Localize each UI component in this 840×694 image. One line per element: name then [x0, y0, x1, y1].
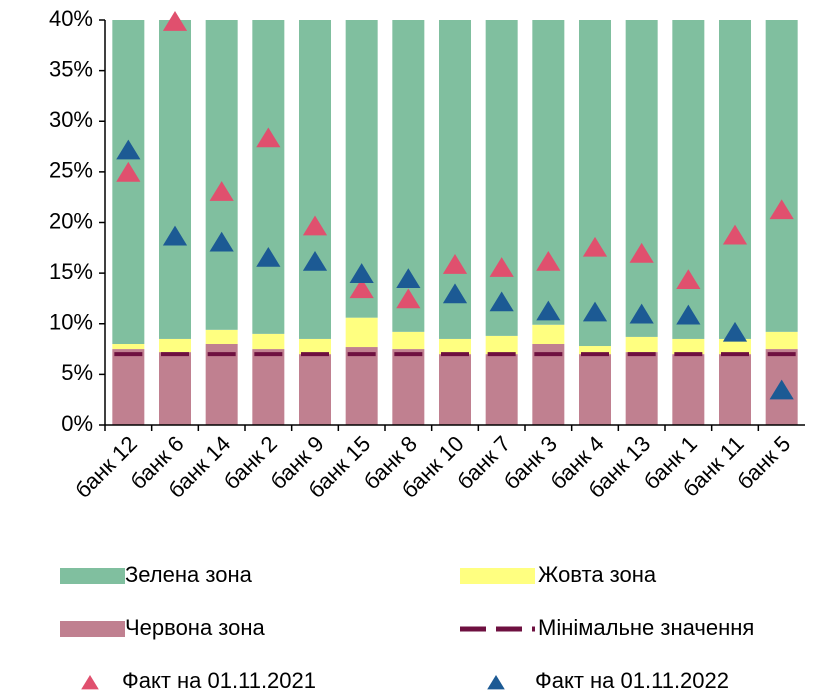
- bar-segment: [672, 354, 705, 425]
- fact-marker: [209, 231, 234, 252]
- y-tick-label: 30%: [49, 107, 93, 132]
- bar-segment: [765, 331, 798, 350]
- bar-segment: [112, 349, 145, 425]
- legend-label: Зелена зона: [125, 562, 253, 587]
- legend-label: Червона зона: [125, 615, 266, 640]
- y-tick-label: 5%: [61, 360, 93, 385]
- bar-segment: [485, 354, 518, 425]
- fact-marker: [722, 321, 748, 342]
- fact-marker: [162, 225, 188, 246]
- bar-segment: [485, 20, 518, 336]
- fact-marker: [582, 301, 608, 322]
- bar-segment: [345, 347, 378, 425]
- fact-marker: [582, 236, 608, 257]
- fact-marker: [769, 379, 794, 400]
- bar-segment: [719, 338, 751, 355]
- legend-label: Мінімальне значення: [538, 615, 754, 640]
- fact-marker: [536, 300, 561, 321]
- bar-segment: [299, 354, 331, 425]
- fact-marker: [209, 181, 234, 201]
- bar-segment: [205, 344, 238, 425]
- legend-label: Жовта зона: [538, 562, 657, 587]
- fact-marker: [116, 161, 141, 182]
- bar-segment: [625, 20, 658, 337]
- fact-marker: [442, 254, 468, 274]
- legend-swatch: [60, 568, 125, 584]
- bar-segment: [672, 338, 705, 355]
- fact-marker: [629, 242, 654, 263]
- y-tick-label: 25%: [49, 158, 93, 183]
- bar-segment: [532, 344, 565, 425]
- bar-segment: [392, 331, 425, 350]
- fact-marker: [302, 215, 328, 236]
- fact-marker: [396, 268, 421, 288]
- y-tick-label: 20%: [49, 208, 93, 233]
- bar-segment: [159, 352, 191, 425]
- bar-segment: [439, 338, 471, 355]
- fact-marker: [676, 269, 701, 290]
- fact-marker: [349, 263, 374, 283]
- fact-marker: [396, 288, 421, 309]
- fact-marker: [489, 291, 514, 312]
- fact-marker: [302, 250, 328, 271]
- fact-marker: [489, 257, 514, 277]
- bar-segment: [625, 336, 658, 353]
- bar-segment: [532, 324, 565, 344]
- bar-segment: [439, 354, 471, 425]
- bar-segment: [299, 20, 331, 339]
- legend-swatch: [81, 675, 99, 690]
- y-tick-label: 0%: [61, 411, 93, 436]
- legend-label: Факт на 01.11.2021: [122, 668, 316, 693]
- bar-segment: [252, 333, 285, 350]
- bar-segment: [625, 352, 658, 425]
- fact-marker: [722, 224, 748, 245]
- y-tick-label: 40%: [49, 6, 93, 31]
- legend-swatch: [60, 621, 125, 637]
- fact-marker: [442, 283, 468, 304]
- legend-label: Факт на 01.11.2022: [535, 668, 729, 693]
- bar-segment: [159, 20, 191, 339]
- fact-marker: [676, 304, 701, 325]
- bar-segment: [345, 317, 378, 348]
- fact-marker: [256, 246, 281, 267]
- bar-segment: [532, 20, 565, 325]
- y-tick-label: 10%: [49, 310, 93, 335]
- bar-segment: [112, 344, 145, 350]
- bar-segment: [765, 20, 798, 332]
- bar-segment: [252, 20, 285, 334]
- fact-marker: [536, 250, 561, 271]
- bar-segment: [719, 354, 751, 425]
- bar-segment: [252, 349, 285, 425]
- legend-swatch: [487, 675, 505, 690]
- legend-swatch: [460, 568, 535, 584]
- bar-segment: [392, 349, 425, 425]
- bar-segment: [579, 354, 611, 425]
- bar-segment: [485, 335, 518, 355]
- bar-segment: [159, 338, 191, 353]
- bar-segment: [719, 20, 751, 339]
- x-tick-label: банк 12: [70, 431, 142, 503]
- bar-segment: [579, 20, 611, 347]
- bar-segment: [205, 329, 238, 344]
- x-tick-label: банк 5: [732, 431, 795, 494]
- fact-marker: [256, 127, 281, 148]
- y-tick-label: 35%: [49, 56, 93, 81]
- y-tick-label: 15%: [49, 259, 93, 284]
- bar-segment: [299, 338, 331, 355]
- fact-marker: [116, 139, 141, 160]
- fact-marker: [162, 11, 188, 31]
- fact-marker: [349, 278, 374, 299]
- bar-segment: [672, 20, 705, 339]
- fact-marker: [629, 303, 654, 324]
- bar-segment: [112, 20, 145, 344]
- bar-segment: [579, 346, 611, 355]
- bar-segment: [205, 20, 238, 330]
- fact-marker: [769, 199, 794, 220]
